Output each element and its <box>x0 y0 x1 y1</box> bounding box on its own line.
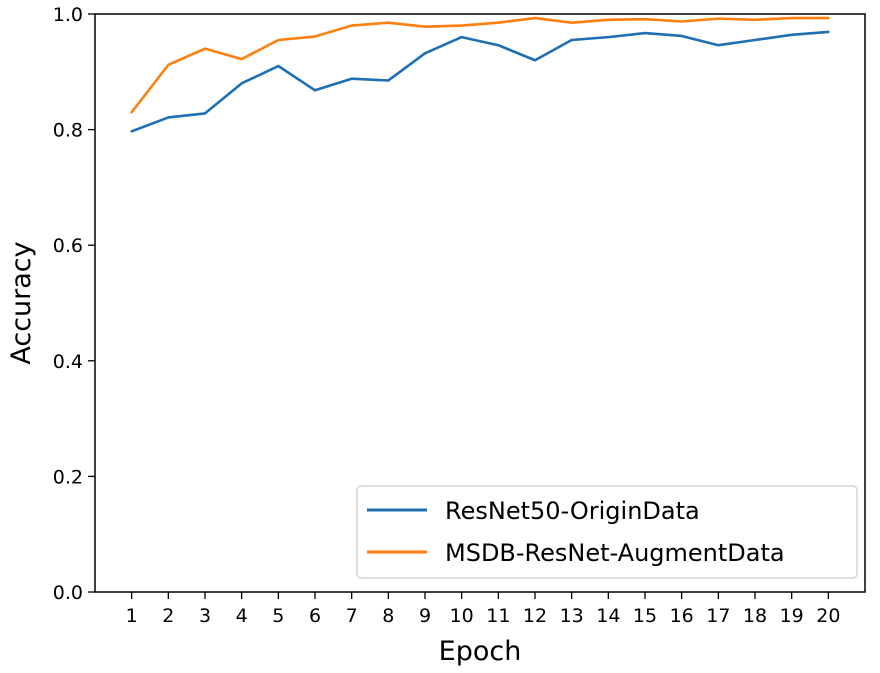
x-tick-label: 6 <box>309 605 321 627</box>
x-tick-label: 14 <box>596 605 620 627</box>
legend: ResNet50-OriginData MSDB-ResNet-AugmentD… <box>356 485 858 579</box>
legend-label-resnet50: ResNet50-OriginData <box>445 497 700 525</box>
x-axis-label: Epoch <box>439 636 522 667</box>
series-line-1 <box>130 16 830 114</box>
x-tick-label: 8 <box>382 605 394 627</box>
legend-label-msdb-resnet: MSDB-ResNet-AugmentData <box>445 539 785 567</box>
x-tick-label: 17 <box>706 605 730 627</box>
x-tick-label: 15 <box>633 605 657 627</box>
y-tick-label: 0.0 <box>53 582 83 604</box>
x-tick-label: 13 <box>560 605 584 627</box>
x-tick-label: 5 <box>272 605 284 627</box>
x-tick-label: 11 <box>486 605 510 627</box>
y-tick-label: 1.0 <box>53 4 83 26</box>
x-tick-label: 16 <box>670 605 694 627</box>
legend-box <box>356 485 858 579</box>
x-tick-label: 19 <box>780 605 804 627</box>
x-tick-label: 9 <box>419 605 431 627</box>
y-axis-label: Accuracy <box>6 241 37 364</box>
x-tick-label: 18 <box>743 605 767 627</box>
plot-area <box>130 16 830 133</box>
x-tick-label: 10 <box>450 605 474 627</box>
x-tick-label: 2 <box>162 605 174 627</box>
x-tick-label: 1 <box>126 605 138 627</box>
y-tick-label: 0.2 <box>53 466 83 488</box>
x-axis-ticks: 1 2 3 4 5 6 7 8 9 10 11 12 13 14 15 16 17 18 19 20 <box>126 592 840 627</box>
series-line-0 <box>130 30 830 133</box>
x-tick-label: 12 <box>523 605 547 627</box>
axes-frame <box>94 13 866 593</box>
x-tick-label: 3 <box>199 605 211 627</box>
y-tick-label: 0.6 <box>53 235 83 257</box>
y-tick-label: 0.4 <box>53 351 83 373</box>
x-tick-label: 20 <box>816 605 840 627</box>
x-tick-label: 7 <box>346 605 358 627</box>
x-tick-label: 4 <box>236 605 248 627</box>
y-axis-ticks: 0.0 0.2 0.4 0.6 0.8 1.0 <box>53 4 95 604</box>
y-tick-label: 0.8 <box>53 120 83 142</box>
